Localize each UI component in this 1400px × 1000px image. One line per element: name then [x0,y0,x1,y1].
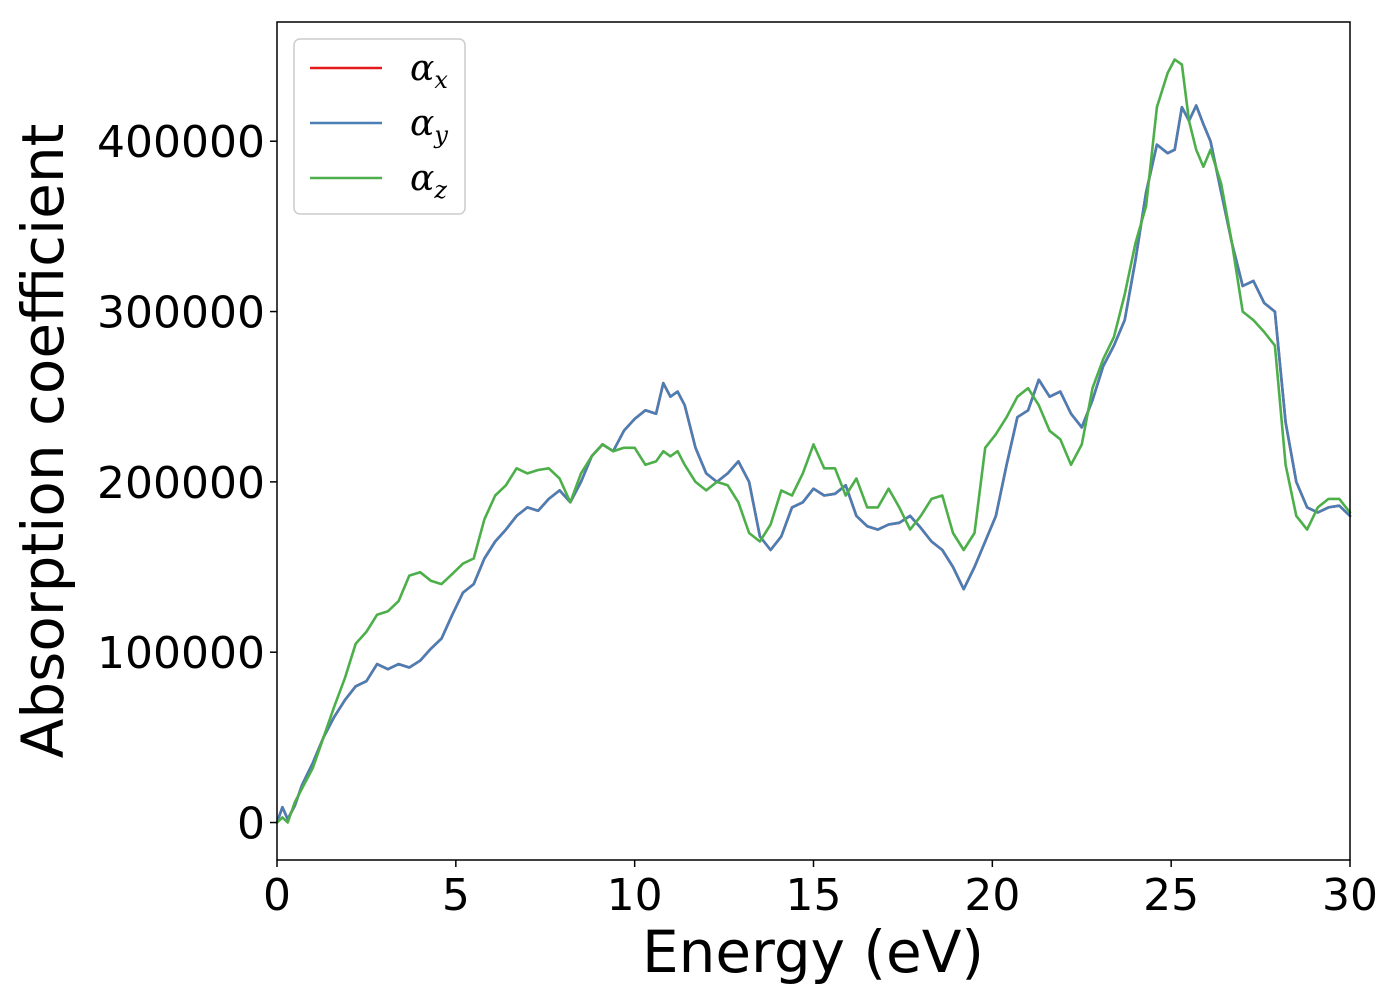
x-tick-label: 25 [1143,870,1199,921]
y-tick-label: 400000 [97,117,265,168]
x-tick-label: 15 [786,870,842,921]
series-line-y [275,104,1352,824]
x-tick-label: 20 [964,870,1020,921]
y-axis: 0 100000 200000 300000 400000 [97,117,277,850]
y-tick-label: 0 [237,799,265,850]
y-tick-label: 200000 [97,458,265,509]
x-axis-title: Energy (eV) [642,918,984,986]
x-tick-label: 5 [442,870,470,921]
series-layer [275,58,1352,824]
y-axis-title: Absorption coefficient [9,124,77,759]
legend-label-z: αz [410,158,447,204]
legend-label-y: αy [410,103,448,149]
x-tick-label: 10 [607,870,663,921]
x-tick-label: 30 [1322,870,1378,921]
series-line-z [275,58,1352,824]
y-tick-label: 100000 [97,628,265,679]
x-tick-label: 0 [263,870,291,921]
y-tick-label: 300000 [97,288,265,339]
legend-label-x: αx [410,48,448,94]
x-axis: 0 5 10 15 20 25 30 [263,860,1378,921]
legend-frame [293,38,466,215]
legend: αx αy αz [293,38,466,215]
